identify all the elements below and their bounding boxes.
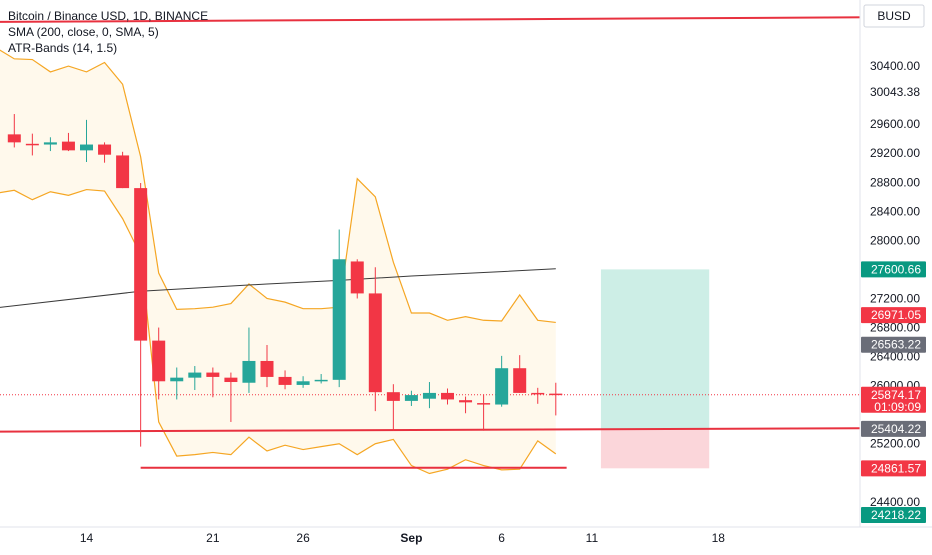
candle-body <box>242 360 256 383</box>
candle-body <box>188 372 202 378</box>
atr-bands-indicator-label[interactable]: ATR-Bands (14, 1.5) <box>8 41 118 55</box>
y-tick-label: 27200.00 <box>870 291 920 305</box>
candle-body <box>531 392 545 395</box>
candle-body <box>7 134 21 143</box>
x-tick-label: Sep <box>400 531 422 545</box>
candle-body <box>116 155 130 189</box>
candle-body <box>459 400 473 403</box>
candle-body <box>368 293 382 393</box>
price-label-box <box>861 336 926 353</box>
price-label-box <box>861 420 926 437</box>
y-tick-label: 30400.00 <box>870 59 920 73</box>
y-tick-label: 30043.38 <box>870 85 920 99</box>
candles <box>7 114 563 447</box>
candle-body <box>134 188 148 341</box>
candle-body <box>332 259 346 380</box>
price-label-value: 26563.22 <box>871 338 921 352</box>
candle-body <box>260 360 274 377</box>
price-label-value: 25404.22 <box>871 422 921 436</box>
y-tick-label: 25200.00 <box>870 437 920 451</box>
candle-body <box>170 377 184 382</box>
y-tick-label: 29600.00 <box>870 117 920 131</box>
candle-body <box>98 144 112 155</box>
candle-body <box>25 143 39 146</box>
position-zones <box>600 269 710 469</box>
price-label-value: 26971.05 <box>871 308 921 322</box>
candle-body <box>224 377 238 383</box>
candle-body <box>314 379 328 382</box>
x-tick-label: 6 <box>498 531 505 545</box>
currency-badge[interactable]: BUSD <box>863 4 925 28</box>
price-label-value: 24861.57 <box>871 461 921 475</box>
x-tick-label: 26 <box>296 531 310 545</box>
price-label-value: 25874.17 <box>871 388 921 402</box>
candle-body <box>404 395 418 401</box>
atr-band-fill <box>0 50 556 474</box>
atr-bands <box>0 49 557 475</box>
candle-body <box>296 381 310 385</box>
candle-body <box>477 403 491 405</box>
resistance-trend-line[interactable] <box>0 15 932 23</box>
candle-body <box>495 368 509 405</box>
candle-body <box>422 392 436 399</box>
candle-body <box>80 144 93 151</box>
symbol-title[interactable]: Bitcoin / Binance USD, 1D, BINANCE <box>8 9 209 23</box>
candle-body <box>441 392 454 400</box>
y-tick-label: 26800.00 <box>870 321 920 335</box>
countdown-label: 01:09:09 <box>874 400 921 414</box>
x-tick-label: 21 <box>206 531 220 545</box>
price-label-value: 27600.66 <box>871 262 921 276</box>
support-line-1[interactable] <box>0 426 932 433</box>
price-labels: 27600.66 26971.05 26563.22 25874.1701:09:09… <box>861 261 926 524</box>
profit-zone[interactable] <box>600 269 710 429</box>
y-tick-label: 28400.00 <box>870 204 920 218</box>
chart-legend: Bitcoin / Binance USD, 1D, BINANCE SMA (… <box>8 8 208 56</box>
time-axis[interactable]: 142126Sep611182 <box>0 526 932 545</box>
x-tick-label: 11 <box>586 531 599 545</box>
x-tick-label: 14 <box>80 531 94 545</box>
candle-body <box>206 372 220 377</box>
candle-body <box>549 393 563 396</box>
price-label-box <box>861 507 926 524</box>
candle-body <box>513 368 527 393</box>
y-tick-label: 29200.00 <box>870 146 920 160</box>
atr-lower-band <box>0 188 557 475</box>
y-tick-label: 28000.00 <box>870 233 920 247</box>
candle-body <box>350 261 364 294</box>
y-tick-label: 26400.00 <box>870 350 920 364</box>
sma-indicator-label[interactable]: SMA (200, close, 0, SMA, 5) <box>8 25 159 39</box>
y-tick-label: 28800.00 <box>870 175 920 189</box>
candle-body <box>152 340 166 382</box>
price-label-box <box>861 460 926 477</box>
candle-body <box>61 141 75 151</box>
currency-badge-label: BUSD <box>877 9 911 23</box>
y-tick-label: 24400.00 <box>870 495 920 509</box>
x-tick-label: 18 <box>712 531 726 545</box>
price-label-box <box>861 307 926 324</box>
candle-body <box>386 392 400 401</box>
loss-zone[interactable] <box>600 428 710 469</box>
price-label-box <box>861 261 926 278</box>
candle-body <box>43 142 57 145</box>
price-label-box <box>861 386 926 413</box>
price-label-value: 24218.22 <box>871 508 921 522</box>
candle-body <box>278 376 292 385</box>
atr-upper-band <box>0 49 556 324</box>
